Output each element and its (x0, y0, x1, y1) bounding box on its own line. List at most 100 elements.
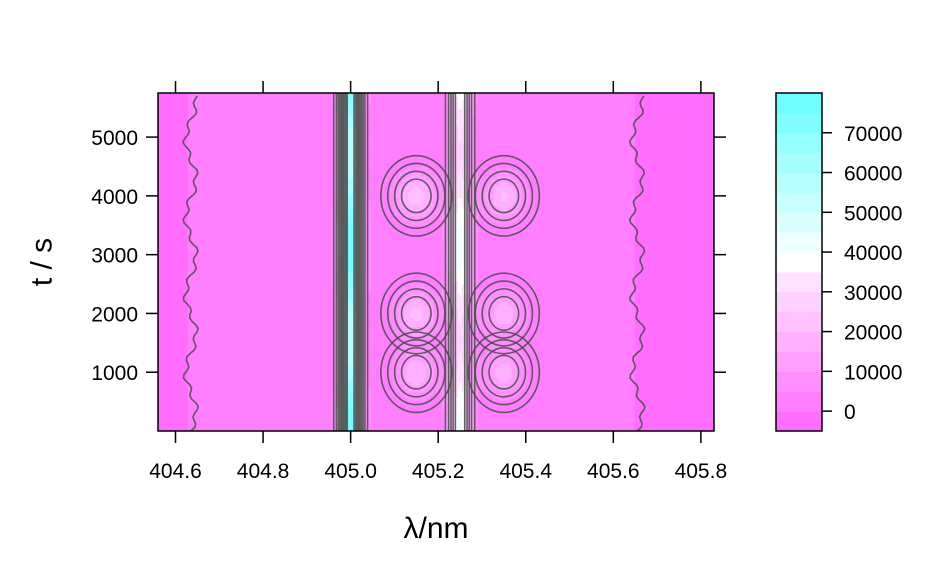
contour-cell (370, 277, 445, 282)
contour-cell (491, 323, 519, 328)
contour-cell (410, 292, 425, 297)
contour-cell (414, 317, 421, 321)
contour-cell (477, 96, 636, 100)
y-tick-label: 3000 (91, 245, 138, 268)
contour-cell (473, 255, 479, 260)
contour-cell (410, 332, 423, 337)
contour-cell (467, 191, 473, 195)
contour-cell (430, 179, 449, 183)
contour-cell (473, 203, 489, 208)
contour-cell (471, 237, 475, 242)
contour-cell (348, 194, 354, 199)
contour-cell (346, 191, 356, 195)
contour-cell (348, 218, 356, 223)
contour-cell (348, 96, 354, 100)
contour-cell (364, 295, 368, 300)
contour-cell (348, 102, 354, 106)
contour-cell (634, 314, 714, 318)
contour-cell (471, 265, 475, 269)
contour-cell (364, 372, 368, 377)
contour-cell (477, 218, 491, 223)
contour-cell (364, 246, 368, 251)
contour-cell (348, 231, 354, 235)
contour-cell (348, 154, 354, 159)
contour-cell (471, 225, 475, 229)
contour-cell (158, 409, 189, 414)
contour-cell (370, 421, 445, 426)
contour-lines (182, 93, 646, 431)
contour-cell (634, 139, 714, 143)
contour-cell (346, 126, 356, 131)
contour-cell (366, 215, 372, 220)
contour-cell (426, 329, 449, 334)
contour-cell (455, 154, 465, 159)
contour-cell (364, 348, 368, 352)
contour-cell (370, 215, 399, 220)
contour-cell (477, 265, 636, 269)
contour-cell (187, 228, 332, 232)
contour-cell (471, 203, 475, 208)
contour-cell (158, 243, 189, 248)
contour-cell (348, 265, 354, 269)
contour-cell (634, 175, 714, 180)
contour-cell (517, 301, 528, 306)
contour-cell (471, 246, 475, 251)
contour-cell (445, 234, 449, 239)
contour-cell (634, 258, 714, 263)
contour-cell (487, 188, 495, 192)
contour-cell (527, 206, 636, 211)
contour-cell (457, 415, 463, 420)
contour-cell (390, 185, 399, 189)
contour-cell (487, 369, 497, 374)
contour-cell (457, 384, 463, 389)
contour-cell (525, 298, 636, 303)
contour-cell (187, 123, 334, 128)
contour-cell (398, 200, 405, 205)
contour-cell (634, 185, 714, 189)
contour-cell (366, 203, 372, 208)
contour-cell (187, 179, 334, 183)
contour-cell (370, 206, 393, 211)
contour-cell (158, 348, 189, 352)
contour-cell (455, 335, 465, 340)
contour-cell (457, 418, 463, 423)
contour-cell (527, 185, 636, 189)
contour-ring (467, 272, 541, 355)
contour-cell (527, 378, 636, 383)
contour-cell (187, 354, 334, 358)
contour-cell (364, 203, 368, 208)
contour-cell (443, 105, 449, 109)
contour-cell (348, 271, 354, 275)
contour-cell (368, 111, 445, 116)
contour-cell (473, 363, 491, 368)
plot-frame (157, 92, 715, 432)
contour-cell (348, 274, 354, 278)
contour-cell (455, 203, 459, 208)
contour-cell (471, 99, 475, 103)
contour-cell (348, 341, 354, 346)
contour-cell (348, 366, 354, 371)
contour-cell (489, 341, 519, 346)
contour-cell (187, 145, 334, 149)
contour-cell (517, 169, 636, 174)
contour-cell (457, 200, 463, 205)
contour-cell (457, 197, 463, 202)
contour-cell (445, 243, 449, 248)
contour-cell (439, 292, 447, 297)
contour-cell (455, 234, 459, 239)
contour-cell (348, 351, 354, 355)
contour-cell (497, 375, 513, 380)
contour-cell (634, 387, 714, 392)
contour-cell (501, 191, 507, 195)
contour-cell (408, 301, 425, 306)
contour-cell (424, 363, 433, 368)
contour-cell (348, 145, 354, 149)
contour-cell (434, 188, 447, 192)
contour-cell (634, 409, 714, 414)
contour-cell (370, 249, 445, 254)
contour-cell (519, 369, 528, 374)
contour-cell (187, 114, 334, 119)
contour-cell (457, 289, 463, 294)
contour-cell (449, 148, 455, 152)
contour-cell (428, 222, 443, 226)
